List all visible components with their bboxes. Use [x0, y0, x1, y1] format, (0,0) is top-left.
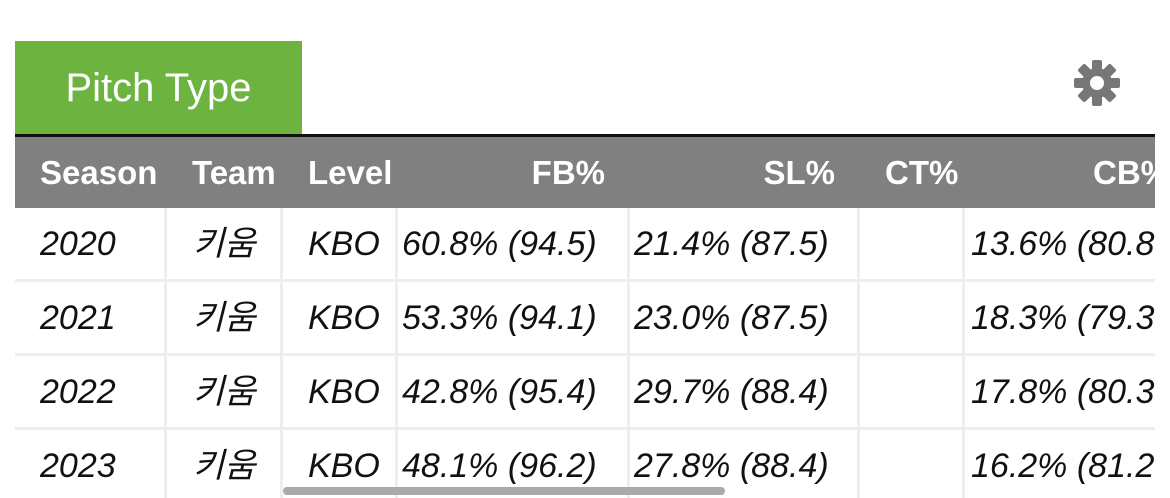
table-cell: 23.0% (87.5) — [630, 282, 860, 356]
header-cell: CB% — [965, 137, 1155, 208]
table-cell: 13.6% (80.8 — [965, 208, 1155, 282]
header-cell: Season — [15, 137, 167, 208]
header-cell: CT% — [860, 137, 965, 208]
table-cell: 21.4% (87.5) — [630, 208, 860, 282]
table-cell: 2023 — [15, 430, 167, 498]
table-cell: 2020 — [15, 208, 167, 282]
table-cell: 16.2% (81.2 — [965, 430, 1155, 498]
table-cell: 키움 — [167, 430, 283, 498]
table-cell: 키움 — [167, 282, 283, 356]
table-cell: 60.8% (94.5) — [398, 208, 630, 282]
tab[interactable]: Pitch Type — [15, 41, 302, 135]
scrollbar[interactable] — [283, 487, 725, 495]
table-cell: 48.1% (96.2) — [398, 430, 630, 498]
table-cell: KBO — [283, 208, 398, 282]
header-cell: SL% — [630, 137, 860, 208]
table-cell — [860, 208, 965, 282]
header-cell: Level — [283, 137, 398, 208]
table-cell: 27.8% (88.4) — [630, 430, 860, 498]
table-cell: KBO — [283, 430, 398, 498]
table-cell: 17.8% (80.3 — [965, 356, 1155, 430]
table-cell: 2021 — [15, 282, 167, 356]
table-cell: KBO — [283, 356, 398, 430]
table-cell: 키움 — [167, 356, 283, 430]
table-cell: 53.3% (94.1) — [398, 282, 630, 356]
settings-icon[interactable] — [1073, 59, 1121, 107]
table-cell — [860, 430, 965, 498]
table-cell: 29.7% (88.4) — [630, 356, 860, 430]
table-cell: 키움 — [167, 208, 283, 282]
table-cell: 42.8% (95.4) — [398, 356, 630, 430]
table-cell: 2022 — [15, 356, 167, 430]
table-cell — [860, 356, 965, 430]
divider — [15, 134, 1155, 137]
table-cell: KBO — [283, 282, 398, 356]
table: SeasonTeamLevelFB%SL%CT%CB%2020키움KBO60.8… — [15, 137, 1155, 498]
header-cell: Team — [167, 137, 283, 208]
header-cell: FB% — [398, 137, 630, 208]
table-cell: 18.3% (79.3 — [965, 282, 1155, 356]
table-cell — [860, 282, 965, 356]
